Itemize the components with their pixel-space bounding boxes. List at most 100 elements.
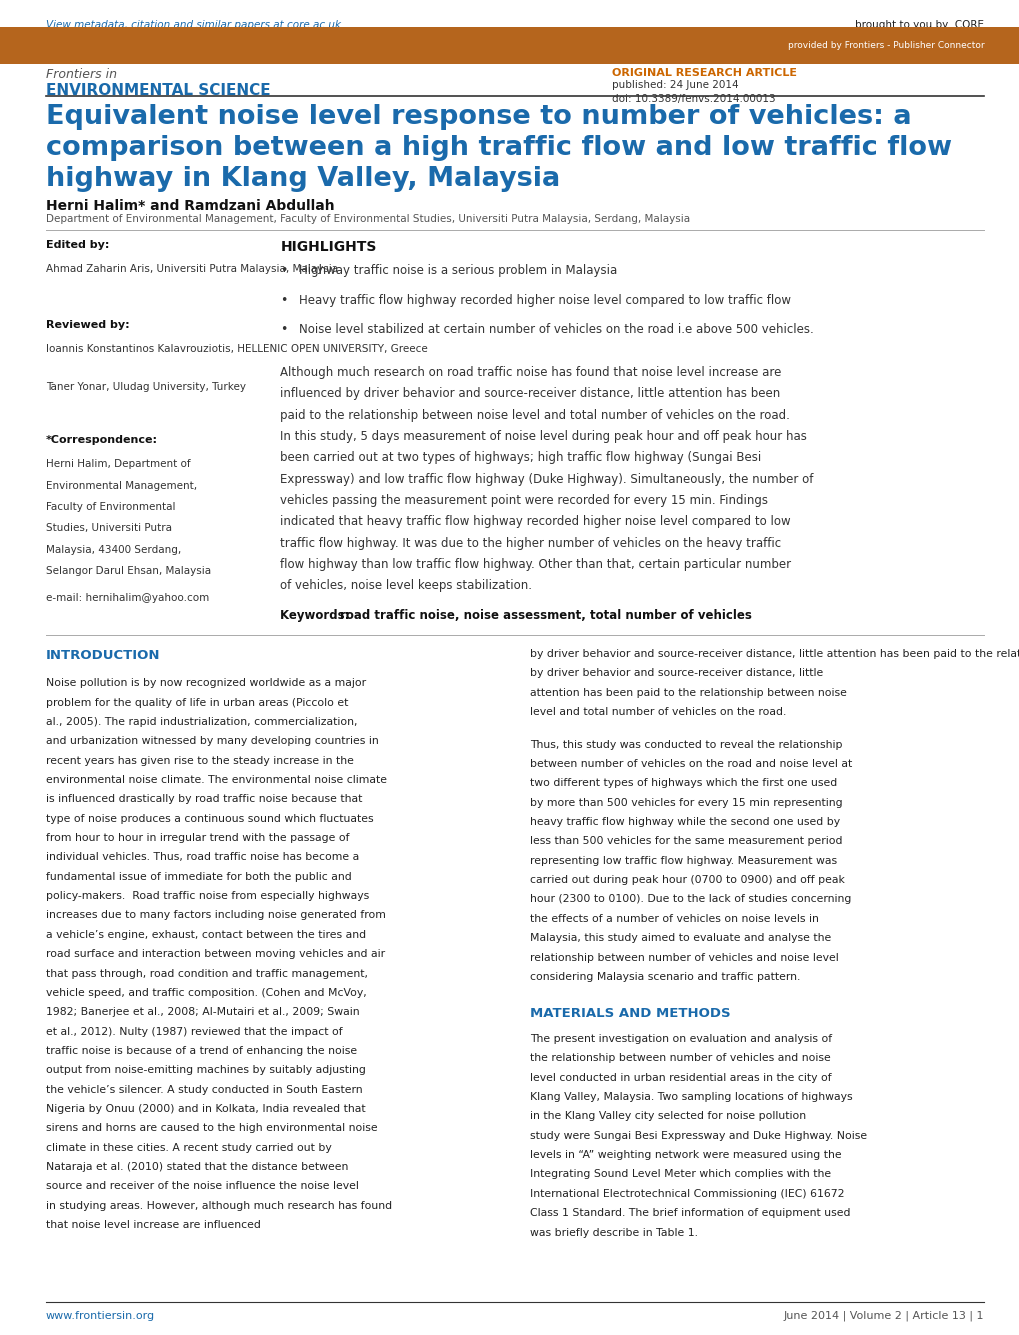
Text: Ahmad Zaharin Aris, Universiti Putra Malaysia, Malaysia: Ahmad Zaharin Aris, Universiti Putra Mal… [46,264,337,274]
Text: Equivalent noise level response to number of vehicles: a comparison between a hi: Equivalent noise level response to numbe… [46,104,951,192]
Text: International Electrotechnical Commissioning (IEC) 61672: International Electrotechnical Commissio… [530,1189,844,1199]
Text: the effects of a number of vehicles on noise levels in: the effects of a number of vehicles on n… [530,914,818,924]
Text: Heavy traffic flow highway recorded higher noise level compared to low traffic f: Heavy traffic flow highway recorded high… [299,294,790,307]
Text: a vehicle’s engine, exhaust, contact between the tires and: a vehicle’s engine, exhaust, contact bet… [46,930,366,940]
Text: *Correspondence:: *Correspondence: [46,435,158,445]
Text: hour (2300 to 0100). Due to the lack of studies concerning: hour (2300 to 0100). Due to the lack of … [530,894,851,904]
Text: level conducted in urban residential areas in the city of: level conducted in urban residential are… [530,1073,832,1083]
Text: published: 24 June 2014
doi: 10.3389/fenvs.2014.00013: published: 24 June 2014 doi: 10.3389/fen… [611,80,774,104]
Text: et al., 2012). Nulty (1987) reviewed that the impact of: et al., 2012). Nulty (1987) reviewed tha… [46,1027,342,1036]
Text: in the Klang Valley city selected for noise pollution: in the Klang Valley city selected for no… [530,1112,806,1121]
Text: Noise level stabilized at certain number of vehicles on the road i.e above 500 v: Noise level stabilized at certain number… [299,323,813,336]
Text: Taner Yonar, Uludag University, Turkey: Taner Yonar, Uludag University, Turkey [46,382,246,391]
Text: INTRODUCTION: INTRODUCTION [46,649,160,662]
Text: brought to you by  CORE: brought to you by CORE [855,20,983,29]
Text: study were Sungai Besi Expressway and Duke Highway. Noise: study were Sungai Besi Expressway and Du… [530,1131,867,1140]
Text: Selangor Darul Ehsan, Malaysia: Selangor Darul Ehsan, Malaysia [46,566,211,575]
Text: increases due to many factors including noise generated from: increases due to many factors including … [46,910,385,920]
Text: Reviewed by:: Reviewed by: [46,320,129,330]
Text: relationship between number of vehicles and noise level: relationship between number of vehicles … [530,953,839,963]
Text: Expressway) and low traffic flow highway (Duke Highway). Simultaneously, the num: Expressway) and low traffic flow highway… [280,473,813,486]
Text: vehicles passing the measurement point were recorded for every 15 min. Findings: vehicles passing the measurement point w… [280,494,767,507]
Text: Class 1 Standard. The brief information of equipment used: Class 1 Standard. The brief information … [530,1208,850,1218]
Text: by driver behavior and source-receiver distance, little attention has been paid : by driver behavior and source-receiver d… [530,649,1019,658]
Text: Malaysia, 43400 Serdang,: Malaysia, 43400 Serdang, [46,545,181,554]
Text: Faculty of Environmental: Faculty of Environmental [46,502,175,511]
Text: road traffic noise, noise assessment, total number of vehicles: road traffic noise, noise assessment, to… [339,609,751,622]
Text: Although much research on road traffic noise has found that noise level increase: Although much research on road traffic n… [280,366,782,379]
Text: by driver behavior and source-receiver distance, little: by driver behavior and source-receiver d… [530,669,823,678]
Text: Noise pollution is by now recognized worldwide as a major: Noise pollution is by now recognized wor… [46,678,366,688]
Text: problem for the quality of life in urban areas (Piccolo et: problem for the quality of life in urban… [46,698,347,708]
Text: Keywords:: Keywords: [280,609,354,622]
Text: levels in “A” weighting network were measured using the: levels in “A” weighting network were mea… [530,1151,842,1160]
Text: two different types of highways which the first one used: two different types of highways which th… [530,778,837,788]
Text: paid to the relationship between noise level and total number of vehicles on the: paid to the relationship between noise l… [280,409,790,422]
Text: representing low traffic flow highway. Measurement was: representing low traffic flow highway. M… [530,856,837,865]
Text: Herni Halim* and Ramdzani Abdullah: Herni Halim* and Ramdzani Abdullah [46,199,334,212]
Text: that pass through, road condition and traffic management,: that pass through, road condition and tr… [46,969,368,979]
Text: of vehicles, noise level keeps stabilization.: of vehicles, noise level keeps stabiliza… [280,579,532,593]
Text: between number of vehicles on the road and noise level at: between number of vehicles on the road a… [530,760,852,769]
Text: sirens and horns are caused to the high environmental noise: sirens and horns are caused to the high … [46,1124,377,1133]
Text: indicated that heavy traffic flow highway recorded higher noise level compared t: indicated that heavy traffic flow highwa… [280,515,791,529]
Text: considering Malaysia scenario and traffic pattern.: considering Malaysia scenario and traffi… [530,972,800,981]
Text: road surface and interaction between moving vehicles and air: road surface and interaction between mov… [46,949,384,959]
Text: recent years has given rise to the steady increase in the: recent years has given rise to the stead… [46,756,354,765]
Text: Highway traffic noise is a serious problem in Malaysia: Highway traffic noise is a serious probl… [299,264,616,278]
Text: 1982; Banerjee et al., 2008; Al-Mutairi et al., 2009; Swain: 1982; Banerjee et al., 2008; Al-Mutairi … [46,1008,359,1017]
Text: that noise level increase are influenced: that noise level increase are influenced [46,1220,261,1230]
Text: Nataraja et al. (2010) stated that the distance between: Nataraja et al. (2010) stated that the d… [46,1163,347,1172]
Text: traffic flow highway. It was due to the higher number of vehicles on the heavy t: traffic flow highway. It was due to the … [280,537,781,550]
Text: by more than 500 vehicles for every 15 min representing: by more than 500 vehicles for every 15 m… [530,798,842,808]
Text: output from noise-emitting machines by suitably adjusting: output from noise-emitting machines by s… [46,1065,366,1075]
Bar [0,27,1019,64]
Text: type of noise produces a continuous sound which fluctuates: type of noise produces a continuous soun… [46,814,373,824]
Text: Ioannis Konstantinos Kalavrouziotis, HELLENIC OPEN UNIVERSITY, Greece: Ioannis Konstantinos Kalavrouziotis, HEL… [46,344,427,354]
Text: •: • [280,264,287,278]
Text: June 2014 | Volume 2 | Article 13 | 1: June 2014 | Volume 2 | Article 13 | 1 [783,1311,983,1322]
Text: Department of Environmental Management, Faculty of Environmental Studies, Univer: Department of Environmental Management, … [46,214,689,223]
Text: policy-makers.  Road traffic noise from especially highways: policy-makers. Road traffic noise from e… [46,892,369,901]
Text: heavy traffic flow highway while the second one used by: heavy traffic flow highway while the sec… [530,817,840,826]
Text: provided by Frontiers - Publisher Connector: provided by Frontiers - Publisher Connec… [787,41,983,49]
Text: Integrating Sound Level Meter which complies with the: Integrating Sound Level Meter which comp… [530,1169,830,1179]
Text: flow highway than low traffic flow highway. Other than that, certain particular : flow highway than low traffic flow highw… [280,558,791,571]
Text: Herni Halim, Department of: Herni Halim, Department of [46,459,191,469]
Text: Klang Valley, Malaysia. Two sampling locations of highways: Klang Valley, Malaysia. Two sampling loc… [530,1092,852,1101]
Text: carried out during peak hour (0700 to 0900) and off peak: carried out during peak hour (0700 to 09… [530,876,845,885]
Text: attention has been paid to the relationship between noise: attention has been paid to the relations… [530,688,847,697]
Text: MATERIALS AND METHODS: MATERIALS AND METHODS [530,1008,731,1020]
Text: and urbanization witnessed by many developing countries in: and urbanization witnessed by many devel… [46,737,378,746]
Text: www.frontiersin.org: www.frontiersin.org [46,1311,155,1320]
Text: in studying areas. However, although much research has found: in studying areas. However, although muc… [46,1202,391,1211]
Text: was briefly describe in Table 1.: was briefly describe in Table 1. [530,1228,698,1238]
Text: individual vehicles. Thus, road traffic noise has become a: individual vehicles. Thus, road traffic … [46,853,359,862]
Text: traffic noise is because of a trend of enhancing the noise: traffic noise is because of a trend of e… [46,1047,357,1056]
Text: the relationship between number of vehicles and noise: the relationship between number of vehic… [530,1053,830,1063]
Text: Frontiers in: Frontiers in [46,68,117,81]
Text: al., 2005). The rapid industrialization, commercialization,: al., 2005). The rapid industrialization,… [46,717,357,726]
Text: In this study, 5 days measurement of noise level during peak hour and off peak h: In this study, 5 days measurement of noi… [280,430,807,443]
Text: from hour to hour in irregular trend with the passage of: from hour to hour in irregular trend wit… [46,833,350,842]
Text: been carried out at two types of highways; high traffic flow highway (Sungai Bes: been carried out at two types of highway… [280,451,761,465]
Text: Edited by:: Edited by: [46,240,109,250]
Text: Nigeria by Onuu (2000) and in Kolkata, India revealed that: Nigeria by Onuu (2000) and in Kolkata, I… [46,1104,365,1113]
Text: ORIGINAL RESEARCH ARTICLE: ORIGINAL RESEARCH ARTICLE [611,68,796,77]
Text: vehicle speed, and traffic composition. (Cohen and McVoy,: vehicle speed, and traffic composition. … [46,988,366,997]
Text: source and receiver of the noise influence the noise level: source and receiver of the noise influen… [46,1181,359,1191]
Text: is influenced drastically by road traffic noise because that: is influenced drastically by road traffi… [46,794,362,804]
Text: e-mail: hernihalim@yahoo.com: e-mail: hernihalim@yahoo.com [46,593,209,602]
Text: Malaysia, this study aimed to evaluate and analyse the: Malaysia, this study aimed to evaluate a… [530,933,830,943]
Text: Studies, Universiti Putra: Studies, Universiti Putra [46,523,172,533]
Text: View metadata, citation and similar papers at core.ac.uk: View metadata, citation and similar pape… [46,20,340,29]
Text: influenced by driver behavior and source-receiver distance, little attention has: influenced by driver behavior and source… [280,387,780,400]
Text: the vehicle’s silencer. A study conducted in South Eastern: the vehicle’s silencer. A study conducte… [46,1085,362,1095]
Text: Environmental Management,: Environmental Management, [46,481,197,490]
Text: The present investigation on evaluation and analysis of: The present investigation on evaluation … [530,1035,832,1044]
Text: HIGHLIGHTS: HIGHLIGHTS [280,240,376,254]
Text: climate in these cities. A recent study carried out by: climate in these cities. A recent study … [46,1143,331,1152]
Text: ENVIRONMENTAL SCIENCE: ENVIRONMENTAL SCIENCE [46,83,270,97]
Text: environmental noise climate. The environmental noise climate: environmental noise climate. The environ… [46,776,386,785]
Text: level and total number of vehicles on the road.: level and total number of vehicles on th… [530,708,786,717]
